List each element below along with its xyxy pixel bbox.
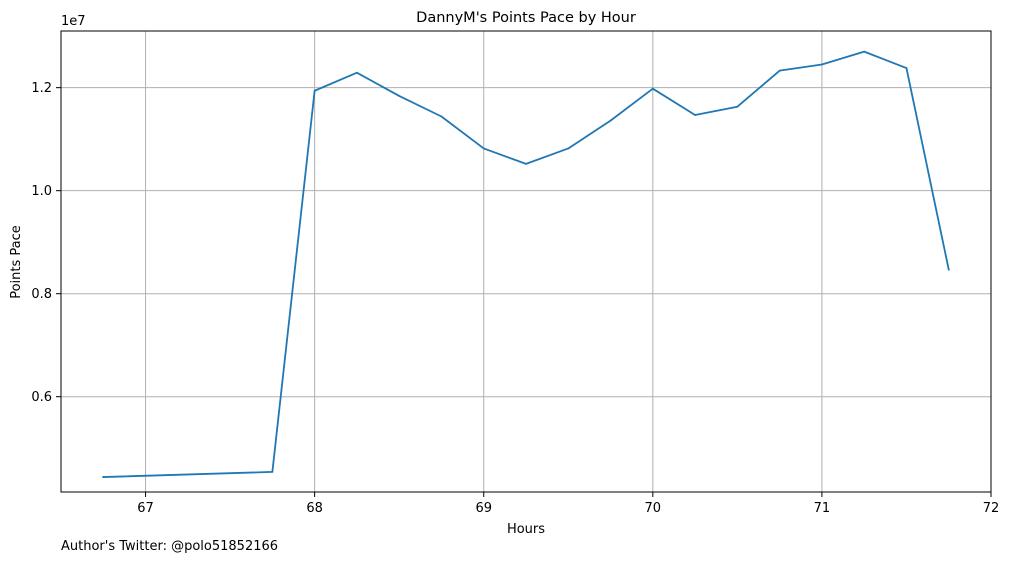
data-point xyxy=(356,71,358,74)
y-axis-label: Points Pace xyxy=(9,225,24,299)
data-point xyxy=(609,119,612,122)
footnote-text: Author's Twitter: @polo51852166 xyxy=(61,539,278,554)
x-tick-label: 67 xyxy=(137,501,154,516)
data-point xyxy=(440,115,443,118)
data-point xyxy=(905,67,908,69)
axis-ticks: 67 68 69 70 71 72 0.6 0.8 1.0 1.2 xyxy=(31,81,999,516)
data-point xyxy=(736,105,739,108)
data-point xyxy=(482,147,485,150)
y-tick-label: 0.6 xyxy=(31,390,52,405)
chart-title: DannyM's Points Pace by Hour xyxy=(416,10,636,26)
data-point xyxy=(694,114,696,116)
y-offset-label: 1e7 xyxy=(61,14,86,29)
data-point xyxy=(398,95,401,97)
y-tick-label: 1.0 xyxy=(31,184,52,199)
data-point xyxy=(651,87,654,90)
x-tick-label: 70 xyxy=(645,501,662,516)
y-tick-label: 1.2 xyxy=(31,81,52,96)
x-tick-label: 69 xyxy=(475,501,492,516)
series-layer xyxy=(102,50,950,478)
data-point xyxy=(271,471,274,473)
x-tick-label: 72 xyxy=(983,501,1000,516)
y-tick-label: 0.8 xyxy=(31,287,52,302)
data-point xyxy=(525,162,527,165)
data-point xyxy=(821,63,823,66)
data-point xyxy=(863,50,866,53)
plot-frame xyxy=(60,30,992,493)
x-tick-label: 71 xyxy=(814,501,831,516)
x-tick-label: 68 xyxy=(306,501,323,516)
x-axis-label: Hours xyxy=(507,522,545,537)
series-line xyxy=(102,50,950,478)
data-point xyxy=(313,89,316,92)
data-point xyxy=(567,147,570,150)
data-point xyxy=(947,268,950,271)
data-point xyxy=(102,476,105,478)
data-point xyxy=(778,69,781,72)
